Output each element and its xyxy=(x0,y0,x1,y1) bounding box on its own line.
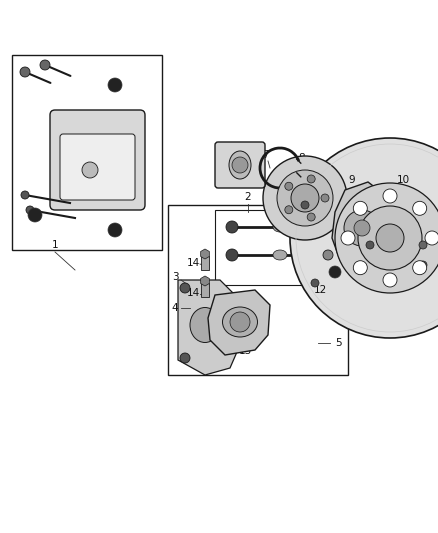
Circle shape xyxy=(413,261,427,274)
Circle shape xyxy=(232,157,248,173)
Circle shape xyxy=(277,170,333,226)
Ellipse shape xyxy=(190,308,220,343)
Text: 11: 11 xyxy=(415,243,429,253)
Text: 10: 10 xyxy=(396,175,410,185)
Text: 8: 8 xyxy=(299,153,305,163)
Text: 11: 11 xyxy=(415,263,429,273)
Circle shape xyxy=(263,156,347,240)
Circle shape xyxy=(40,60,50,70)
Circle shape xyxy=(20,67,30,77)
Text: 7: 7 xyxy=(261,150,268,160)
Text: 6: 6 xyxy=(222,143,228,153)
Text: 14: 14 xyxy=(187,288,200,298)
Text: 2: 2 xyxy=(245,192,251,202)
Text: 1: 1 xyxy=(52,240,58,250)
Circle shape xyxy=(413,201,427,215)
Bar xyxy=(201,256,209,270)
Circle shape xyxy=(358,206,422,270)
Circle shape xyxy=(419,261,427,269)
Polygon shape xyxy=(332,182,392,272)
Circle shape xyxy=(307,213,315,221)
Circle shape xyxy=(311,279,319,287)
FancyArrowPatch shape xyxy=(28,73,50,83)
Polygon shape xyxy=(208,290,270,355)
Circle shape xyxy=(353,201,367,215)
Bar xyxy=(215,210,343,285)
Bar xyxy=(168,205,348,375)
Circle shape xyxy=(21,191,29,199)
Circle shape xyxy=(353,261,367,274)
Circle shape xyxy=(108,223,122,237)
Circle shape xyxy=(335,183,438,293)
Circle shape xyxy=(108,78,122,92)
FancyBboxPatch shape xyxy=(50,110,145,210)
FancyArrowPatch shape xyxy=(48,66,71,76)
Text: 14: 14 xyxy=(187,258,200,268)
Circle shape xyxy=(290,138,438,338)
Circle shape xyxy=(329,266,341,278)
Circle shape xyxy=(383,189,397,203)
Circle shape xyxy=(307,175,315,183)
Circle shape xyxy=(26,206,34,214)
Circle shape xyxy=(28,208,42,222)
Circle shape xyxy=(180,353,190,363)
Text: 9: 9 xyxy=(349,175,355,185)
Text: 12: 12 xyxy=(304,191,317,201)
Circle shape xyxy=(291,184,319,212)
Circle shape xyxy=(180,283,190,293)
Circle shape xyxy=(285,182,293,190)
Circle shape xyxy=(323,250,333,260)
Circle shape xyxy=(344,210,380,246)
Circle shape xyxy=(425,231,438,245)
Circle shape xyxy=(419,241,427,249)
Bar xyxy=(201,283,209,297)
Circle shape xyxy=(376,224,404,252)
Polygon shape xyxy=(178,280,245,375)
Ellipse shape xyxy=(229,151,251,179)
FancyBboxPatch shape xyxy=(215,142,265,188)
Ellipse shape xyxy=(273,222,287,232)
Ellipse shape xyxy=(273,250,287,260)
FancyBboxPatch shape xyxy=(60,134,135,200)
Circle shape xyxy=(321,194,329,202)
Text: 4: 4 xyxy=(172,303,178,313)
Text: 12: 12 xyxy=(313,285,327,295)
Text: 13: 13 xyxy=(238,346,251,356)
Circle shape xyxy=(354,220,370,236)
Text: 3: 3 xyxy=(172,272,178,282)
Text: 12: 12 xyxy=(365,240,378,250)
Bar xyxy=(12,55,162,250)
Circle shape xyxy=(366,241,374,249)
Circle shape xyxy=(341,231,355,245)
Circle shape xyxy=(226,249,238,261)
Ellipse shape xyxy=(223,307,258,337)
Text: 5: 5 xyxy=(335,338,341,348)
Circle shape xyxy=(226,221,238,233)
Circle shape xyxy=(230,312,250,332)
Circle shape xyxy=(285,206,293,214)
Circle shape xyxy=(82,162,98,178)
Circle shape xyxy=(383,273,397,287)
Circle shape xyxy=(323,222,333,232)
Circle shape xyxy=(301,201,309,209)
